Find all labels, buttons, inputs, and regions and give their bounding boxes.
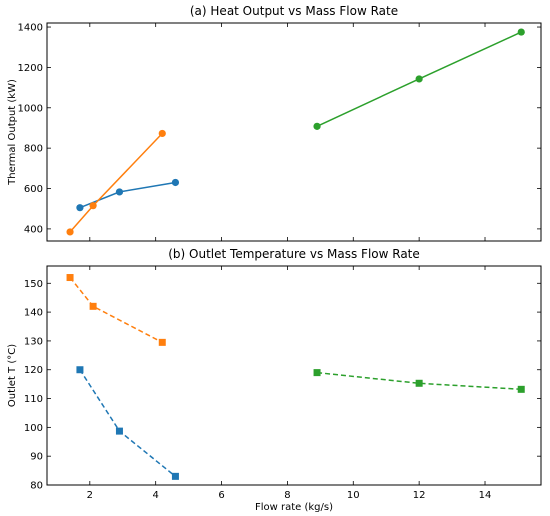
y-tick-label: 100 [24, 423, 43, 434]
x-tick-label: 14 [479, 490, 492, 501]
data-point [313, 122, 321, 130]
data-point [76, 204, 84, 212]
data-point [89, 302, 97, 310]
x-tick-label: 8 [284, 490, 290, 501]
series-3 [313, 369, 525, 393]
data-point [517, 28, 525, 36]
y-tick-label: 130 [24, 336, 43, 347]
data-point [66, 228, 74, 236]
y-tick-label: 1400 [18, 23, 43, 34]
series-2 [66, 129, 166, 236]
data-point [115, 188, 124, 196]
chart-title: (a) Heat Output vs Mass Flow Rate [190, 4, 398, 18]
data-point [89, 202, 97, 210]
chart-title: (b) Outlet Temperature vs Mass Flow Rate [168, 247, 420, 261]
series-line [69, 132, 163, 233]
plot-frame [46, 22, 542, 242]
x-tick-label: 6 [218, 490, 224, 501]
x-axis-label: Flow rate (kg/s) [255, 502, 333, 513]
y-tick-label: 1200 [18, 63, 43, 74]
y-axis-label: Outlet T (°C) [7, 344, 18, 407]
y-tick-label: 400 [24, 224, 43, 235]
x-tick-label: 12 [413, 490, 426, 501]
plot-frame [46, 265, 542, 486]
y-tick-label: 120 [24, 365, 43, 376]
y-tick-label: 800 [24, 144, 43, 155]
y-tick-label: 110 [24, 394, 43, 405]
data-point [517, 385, 525, 393]
y-tick-label: 90 [30, 452, 43, 463]
data-point [115, 427, 123, 435]
series-1 [76, 366, 179, 480]
x-tick-label: 4 [152, 490, 158, 501]
series-line [317, 371, 522, 391]
data-point [313, 369, 321, 377]
data-point [171, 472, 179, 480]
series-line [79, 369, 176, 477]
series-line [69, 277, 163, 344]
series-2 [66, 274, 166, 346]
data-point [171, 178, 180, 187]
y-tick-label: 80 [30, 481, 43, 492]
data-point [415, 75, 423, 83]
y-tick-label: 140 [24, 308, 43, 319]
x-tick-label: 2 [87, 490, 93, 501]
data-point [158, 338, 166, 346]
y-tick-label: 1000 [18, 103, 43, 114]
y-tick-label: 600 [24, 184, 43, 195]
data-point [66, 274, 74, 282]
data-point [158, 129, 166, 138]
chart-panel-a: (a) Heat Output vs Mass Flow Rate Thermal… [7, 4, 542, 242]
x-tick-label: 10 [347, 490, 360, 501]
chart-panel-b: (b) Outlet Temperature vs Mass Flow Rate… [7, 247, 542, 513]
data-point [76, 366, 84, 374]
y-axis-label: Thermal Output (kW) [7, 79, 18, 186]
data-point [415, 379, 423, 387]
series-3 [313, 28, 525, 130]
y-tick-label: 150 [24, 279, 43, 290]
